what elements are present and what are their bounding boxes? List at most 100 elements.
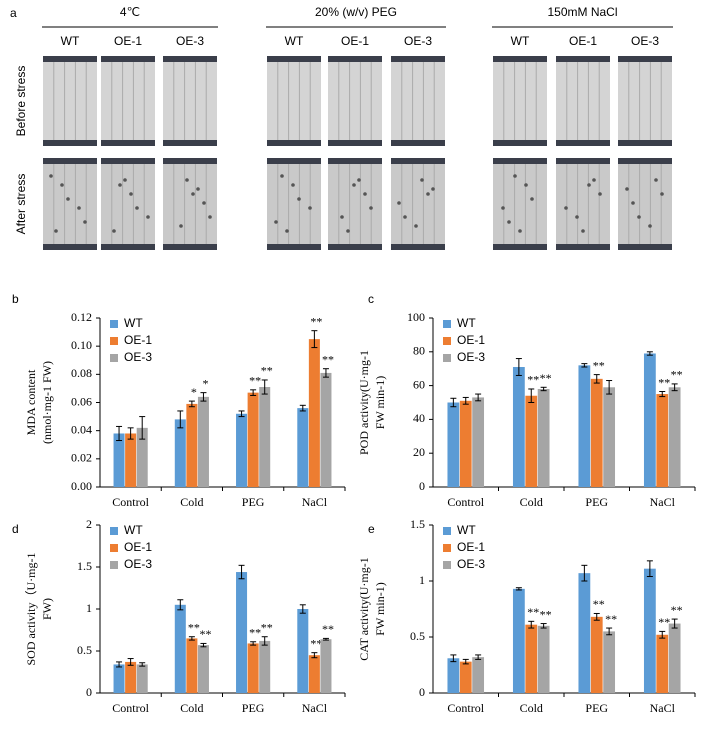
y-tick-label: 80 <box>413 344 425 358</box>
significance-label: ** <box>188 620 200 634</box>
leaf-edge <box>391 244 445 250</box>
leaf-spot <box>648 224 652 228</box>
error-bar <box>475 654 482 660</box>
y-tick-label: 0.12 <box>71 310 92 324</box>
significance-label: ** <box>593 597 605 611</box>
leaf-photo <box>101 158 155 250</box>
legend-swatch <box>110 354 118 362</box>
bar <box>656 634 669 693</box>
leaf-spot <box>369 206 373 210</box>
bar <box>525 624 538 693</box>
leaf-spot <box>524 183 528 187</box>
panel-label: e <box>368 522 375 536</box>
significance-label: ** <box>540 371 552 385</box>
error-bar <box>593 612 600 621</box>
leaf-photo <box>43 158 97 250</box>
bar <box>459 661 472 693</box>
legend-swatch <box>110 544 118 552</box>
leaf-photo <box>618 158 672 250</box>
group-label: 4℃ <box>120 5 140 19</box>
bar <box>247 392 259 487</box>
error-bar <box>540 623 547 629</box>
legend-swatch <box>443 320 451 328</box>
column-label: OE-1 <box>114 34 142 48</box>
error-bar <box>475 393 482 402</box>
bar <box>512 588 525 693</box>
error-bar <box>299 604 306 614</box>
bar <box>308 655 320 693</box>
bar <box>197 396 209 487</box>
column-label: WT <box>61 34 80 48</box>
significance-label: ** <box>527 373 539 387</box>
leaf-photo <box>267 56 321 146</box>
y-tick-label: 60 <box>413 377 425 391</box>
y-axis-label: POD activity(U·mg-1 <box>357 350 371 455</box>
leaf-spot <box>297 197 301 201</box>
bar <box>537 388 550 487</box>
x-tick-label: PEG <box>242 701 265 715</box>
leaf-edge <box>43 158 97 164</box>
leaf-spot <box>581 229 585 233</box>
y-axis-label: MDA content <box>24 369 38 435</box>
leaf-spot <box>564 206 568 210</box>
leaf-spot <box>54 229 58 233</box>
bar <box>459 400 472 487</box>
leaf-spot <box>587 183 591 187</box>
x-tick-label: Control <box>447 701 484 715</box>
x-tick-label: Control <box>112 495 149 509</box>
x-tick-label: PEG <box>585 701 608 715</box>
leaf-edge <box>618 140 672 146</box>
significance-label: ** <box>540 607 552 621</box>
leaf-edge <box>43 140 97 146</box>
leaf-edge <box>556 244 610 250</box>
error-bar <box>646 560 653 578</box>
leaf-edge <box>101 56 155 62</box>
error-bar <box>322 637 329 641</box>
bar <box>186 403 198 487</box>
leaf-edge <box>493 244 547 250</box>
bar <box>308 339 320 487</box>
y-tick-label: 0.10 <box>71 338 92 352</box>
error-bar <box>250 389 257 396</box>
y-axis-label: (nmol·mg-1 FW) <box>40 361 54 444</box>
bar <box>113 664 125 693</box>
legend-label: OE-1 <box>457 540 485 554</box>
error-bar <box>261 636 268 646</box>
error-bar <box>646 351 653 356</box>
significance-label: ** <box>322 352 334 366</box>
panel-label: b <box>12 292 19 306</box>
legend-label: OE-3 <box>124 350 152 364</box>
error-bar <box>450 654 457 663</box>
group-label: 20% (w/v) PEG <box>315 5 397 19</box>
leaf-spot <box>77 206 81 210</box>
x-tick-label: Cold <box>520 495 543 509</box>
bar <box>472 397 485 487</box>
leaf-edge <box>163 244 217 250</box>
leaf-spot <box>340 215 344 219</box>
leaf-spot <box>123 178 127 182</box>
leaf-edge <box>391 56 445 62</box>
error-bar <box>581 564 588 582</box>
y-tick-label: 100 <box>407 310 425 324</box>
leaf-spot <box>598 192 602 196</box>
bar <box>174 604 186 693</box>
bar <box>578 365 591 487</box>
error-bar <box>528 388 535 403</box>
leaf-photo <box>493 158 547 250</box>
error-bar <box>671 383 678 392</box>
y-axis-label: SOD activity（U·mg-1 <box>24 553 38 666</box>
x-tick-label: Control <box>447 495 484 509</box>
column-label: OE-3 <box>404 34 432 48</box>
significance-label: ** <box>671 603 683 617</box>
significance-label: ** <box>249 374 261 388</box>
x-tick-label: NaCl <box>302 701 328 715</box>
significance-label: ** <box>261 620 273 634</box>
error-bar <box>116 425 123 442</box>
x-tick-label: NaCl <box>650 701 676 715</box>
x-tick-label: Control <box>112 701 149 715</box>
leaf-edge <box>163 140 217 146</box>
legend-label: OE-3 <box>457 350 485 364</box>
bar <box>125 433 137 487</box>
y-tick-label: 1 <box>86 601 92 615</box>
